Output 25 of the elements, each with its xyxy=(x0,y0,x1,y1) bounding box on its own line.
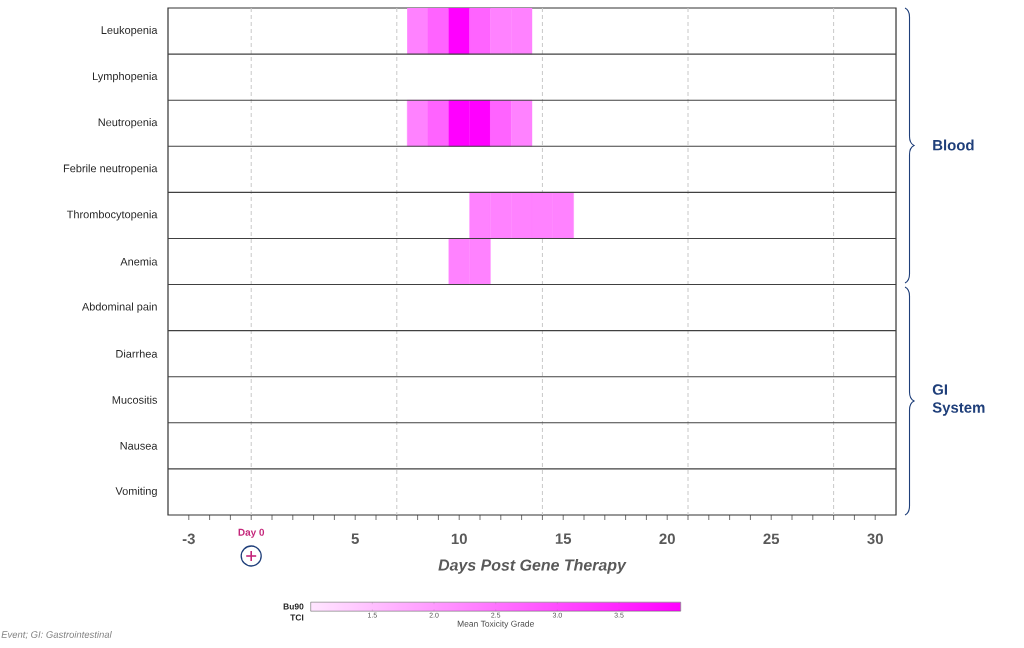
x-tick-label: 10 xyxy=(451,533,467,545)
y-tick-label: Vomiting xyxy=(115,486,157,498)
x-tick-label: 20 xyxy=(659,533,675,545)
x-tick-label: -3 xyxy=(182,533,195,545)
x-tick-label: 5 xyxy=(351,533,359,544)
x-tick-label: 25 xyxy=(763,533,780,545)
y-tick-label: Abdominal pain xyxy=(81,302,157,313)
text: GI System xyxy=(932,384,985,416)
text: Event; GI: Gastrointestinal xyxy=(1,630,112,640)
text: Bu90 TCI xyxy=(283,603,304,621)
text: Day 0 xyxy=(238,528,265,538)
y-tick-label: Neutropenia xyxy=(98,118,158,129)
y-tick-label: Diarrhea xyxy=(116,349,158,358)
color-bar-title: Mean Toxicity Grade xyxy=(457,620,534,629)
x-tick-label: 15 xyxy=(555,533,572,544)
y-tick-label: Thrombocytopenia xyxy=(66,210,158,221)
y-tick-label: Febrile neutropenia xyxy=(63,164,158,175)
y-tick-label: Leukopenia xyxy=(101,25,158,37)
text: Blood xyxy=(933,139,974,151)
x-axis-title: Days Post Gene Therapy xyxy=(438,558,627,574)
y-tick-label: Mucositis xyxy=(112,395,158,404)
y-tick-label: Lymphopenia xyxy=(92,72,158,83)
y-tick-label: Nausea xyxy=(120,442,158,450)
y-tick-label: Anemia xyxy=(120,257,158,266)
x-tick-label: 30 xyxy=(867,533,883,545)
